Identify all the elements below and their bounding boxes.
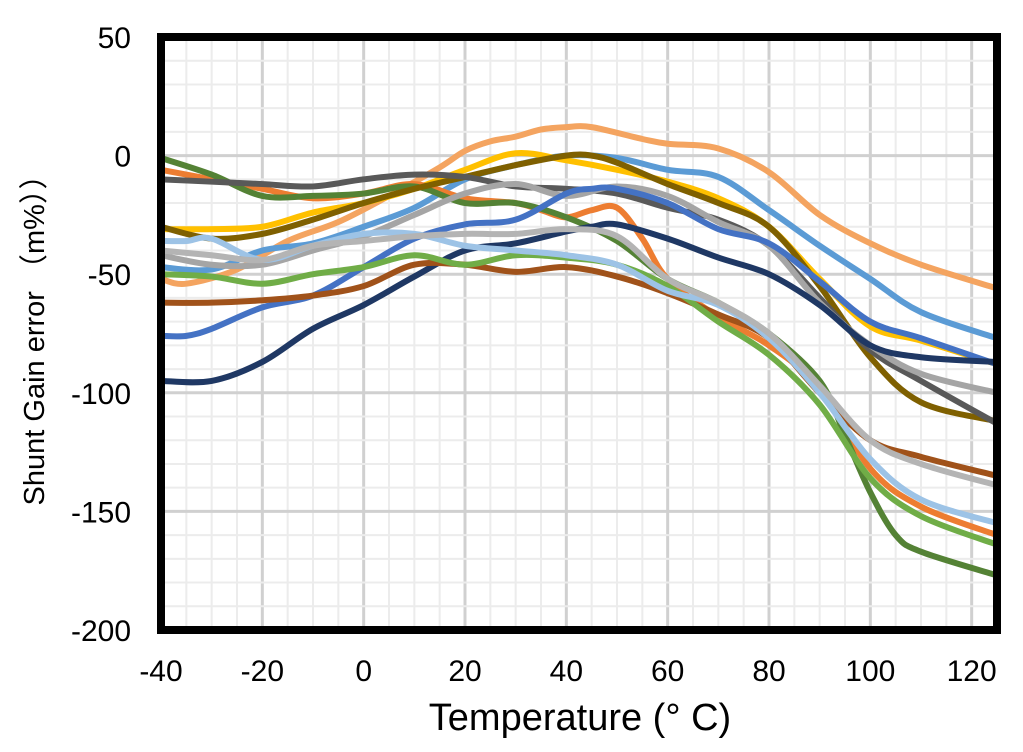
x-tick-labels: -40 -20 0 20 40 60 80 100 120 — [139, 655, 996, 688]
series-line-11 — [158, 259, 1000, 479]
series-lines — [158, 123, 1000, 579]
y-tick-labels: 50 0 -50 -100 -150 -200 — [71, 22, 131, 648]
series-line-6 — [158, 151, 1000, 425]
y-tick-label: -100 — [71, 378, 131, 411]
y-tick-label: 50 — [98, 22, 131, 55]
x-tick-label: 40 — [550, 655, 583, 688]
x-tick-label: 100 — [845, 655, 895, 688]
y-tick-label: -50 — [88, 259, 131, 292]
x-tick-label: -20 — [241, 655, 284, 688]
y-tick-label: -200 — [71, 615, 131, 648]
x-tick-label: 80 — [752, 655, 785, 688]
series-line-14 — [158, 226, 1000, 489]
x-tick-label: 0 — [355, 655, 372, 688]
plot-frame — [157, 33, 1001, 634]
series-line-1 — [158, 123, 1000, 292]
x-tick-label: 20 — [448, 655, 481, 688]
series-line-9 — [158, 184, 1000, 368]
y-tick-label: -150 — [71, 496, 131, 529]
y-axis-title: Shunt Gain error （m%）） — [19, 161, 51, 506]
x-tick-label: 120 — [947, 655, 997, 688]
series-line-5 — [158, 154, 1000, 579]
y-tick-label: 0 — [114, 141, 131, 174]
x-tick-label: -40 — [139, 655, 182, 688]
x-tick-label: 60 — [651, 655, 684, 688]
x-axis-title: Temperature (° C) — [429, 697, 731, 739]
